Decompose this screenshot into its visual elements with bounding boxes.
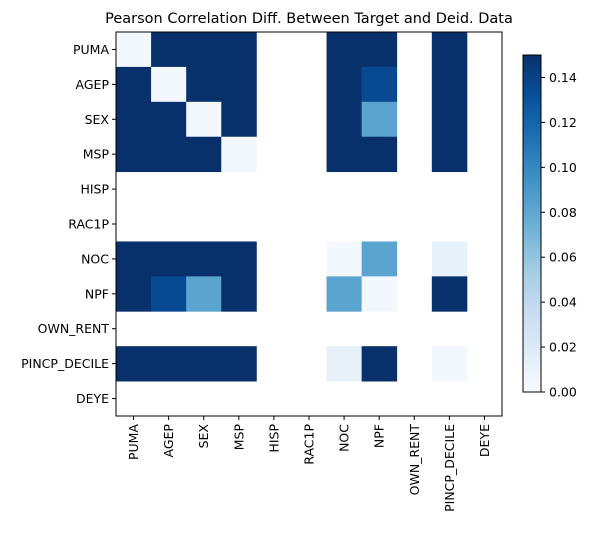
colorbar-frame — [522, 54, 542, 393]
x-tick-label: OWN_RENT — [407, 424, 422, 496]
y-tick-label: NPF — [85, 286, 109, 301]
colorbar-tick-label: 0.04 — [549, 295, 577, 310]
heatmap-cell — [431, 241, 468, 277]
heatmap-cell — [431, 136, 468, 173]
heatmap-cell — [186, 66, 222, 103]
heatmap-cell — [221, 241, 257, 277]
x-tick-label: NOC — [337, 424, 352, 452]
x-tick-label: DEYE — [477, 424, 492, 457]
heatmap-cell — [221, 66, 257, 103]
heatmap-cell — [186, 276, 222, 312]
y-tick-label: PINCP_DECILE — [21, 356, 109, 371]
heatmap-cell — [221, 276, 257, 312]
x-axis-ticks: PUMA AGEP SEX MSP HISP RAC1P NOC NPF OWN_RENT PIN… — [126, 416, 492, 512]
y-tick-label: SEX — [85, 112, 110, 127]
colorbar-tick-label: 0.10 — [549, 160, 577, 175]
heatmap-cell — [326, 276, 363, 312]
heatmap-cell — [326, 346, 363, 382]
heatmap-cell — [151, 32, 187, 68]
colorbar-tick-label: 0.00 — [549, 385, 577, 400]
y-tick-label: RAC1P — [68, 217, 109, 232]
heatmap-cell — [361, 346, 398, 382]
colorbar-tick-label: 0.02 — [549, 340, 577, 355]
x-tick-label: PUMA — [126, 424, 141, 460]
y-axis-ticks: PUMA AGEP SEX MSP HISP RAC1P NOC NPF OWN_RENT PIN… — [21, 42, 116, 406]
x-tick-label: AGEP — [161, 424, 176, 458]
colorbar-tick-label: 0.12 — [549, 115, 577, 130]
heatmap-cell — [151, 241, 187, 277]
y-tick-label: OWN_RENT — [38, 321, 110, 336]
colorbar-tick-label: 0.06 — [549, 250, 577, 265]
heatmap-cell — [116, 101, 152, 138]
heatmap-cell — [221, 101, 257, 138]
heatmap-cell — [151, 101, 187, 138]
heatmap-cell — [186, 241, 222, 277]
x-tick-label: HISP — [266, 424, 281, 453]
heatmap-cell — [151, 66, 187, 103]
x-tick-label: NPF — [372, 424, 387, 448]
heatmap-cell — [116, 66, 152, 103]
x-tick-label: SEX — [196, 424, 211, 449]
y-tick-label: AGEP — [76, 77, 110, 92]
heatmap-cell — [116, 276, 152, 312]
heatmap-cell — [361, 136, 398, 173]
heatmap-cell — [361, 101, 398, 138]
heatmap-cell — [116, 241, 152, 277]
heatmap-cell — [431, 276, 468, 312]
y-tick-label: DEYE — [76, 391, 109, 406]
colorbar-tick-label: 0.08 — [549, 205, 577, 220]
heatmap-cell — [221, 136, 257, 173]
heatmap-cell — [186, 346, 222, 382]
heatmap-cell — [361, 276, 398, 312]
heatmap-cell — [186, 101, 222, 138]
x-tick-label: RAC1P — [302, 424, 317, 465]
y-tick-label: PUMA — [73, 42, 109, 57]
x-tick-label: PINCP_DECILE — [442, 424, 457, 512]
heatmap-cell — [431, 32, 468, 68]
heatmap-cell — [326, 32, 363, 68]
colorbar-gradient — [523, 55, 541, 392]
heatmap-cell — [431, 101, 468, 138]
heatmap-cell — [326, 101, 363, 138]
heatmap-cell — [186, 136, 222, 173]
heatmap-cell — [151, 346, 187, 382]
heatmap-cell — [361, 66, 398, 103]
heatmap-cells — [116, 32, 468, 382]
colorbar: 0.00 0.02 0.04 0.06 0.08 0.10 0.12 0.14 — [522, 54, 577, 400]
heatmap-cell — [221, 32, 257, 68]
heatmap-cell — [326, 241, 363, 277]
heatmap-cell — [116, 346, 152, 382]
y-tick-label: NOC — [81, 251, 109, 266]
heatmap-cell — [431, 66, 468, 103]
heatmap-cell — [326, 66, 363, 103]
chart-title: Pearson Correlation Diff. Between Target… — [105, 11, 513, 27]
heatmap-cell — [151, 136, 187, 173]
x-tick-label: MSP — [231, 424, 246, 451]
heatmap-cell — [186, 32, 222, 68]
y-tick-label: MSP — [83, 147, 110, 162]
heatmap-cell — [431, 346, 468, 382]
heatmap-cell — [361, 241, 398, 277]
y-tick-label: HISP — [80, 182, 109, 197]
heatmap-cell — [151, 276, 187, 312]
heatmap-cell — [326, 136, 363, 173]
heatmap-cell — [116, 32, 152, 68]
heatmap-cell — [361, 32, 398, 68]
heatmap-cell — [221, 346, 257, 382]
heatmap-cell — [116, 136, 152, 173]
colorbar-tick-label: 0.14 — [549, 70, 577, 85]
